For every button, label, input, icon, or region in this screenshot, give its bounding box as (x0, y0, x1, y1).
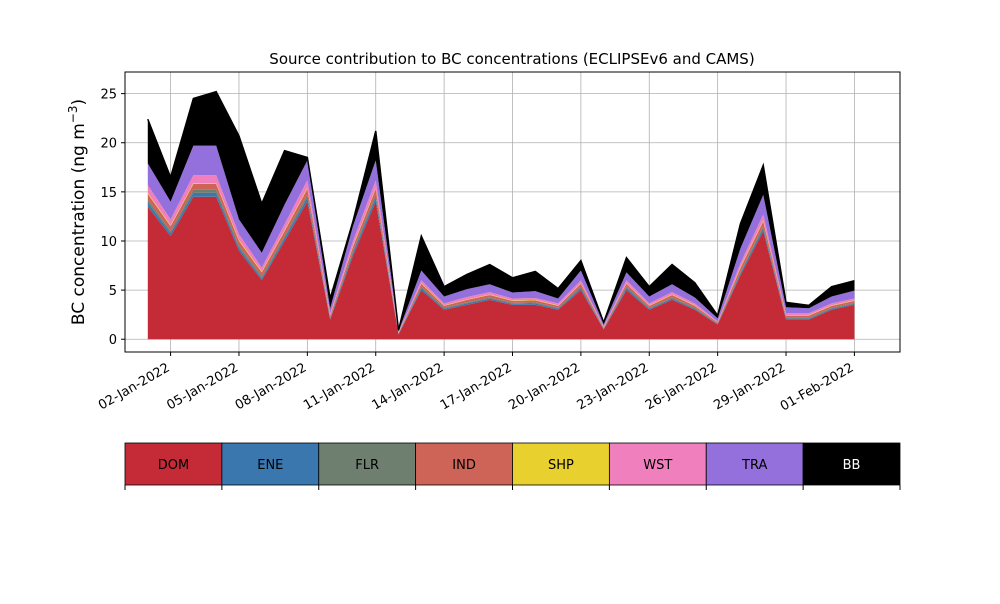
x-tick-label: 01-Feb-2022 (778, 360, 857, 414)
area-series-dom (147, 196, 855, 340)
y-tick-label: 25 (100, 88, 117, 103)
legend-label: BB (843, 458, 861, 473)
x-tick-label: 17-Jan-2022 (438, 360, 515, 413)
x-tick-label: 20-Jan-2022 (506, 360, 583, 413)
x-tick-label: 02-Jan-2022 (96, 360, 173, 413)
legend-label: TRA (741, 458, 767, 473)
legend-swatch-box (705, 442, 804, 486)
legend-item-shp: SHP (512, 442, 610, 486)
area-series-bb (147, 91, 855, 332)
legend-label: IND (452, 458, 476, 473)
legend-label: DOM (158, 458, 189, 473)
legend-label: FLR (355, 458, 379, 473)
legend-item-wst: WST (608, 442, 707, 486)
area-series-tra (147, 145, 855, 333)
y-tick-label: 15 (100, 186, 117, 201)
legend-swatch-box (512, 442, 610, 486)
x-tick-label: 14-Jan-2022 (370, 360, 447, 413)
x-tick-label: 08-Jan-2022 (233, 360, 310, 413)
legend-swatch-box (608, 442, 707, 486)
legend-item-bb: BB (802, 442, 901, 486)
legend-swatch-box (318, 442, 417, 486)
legend-swatch-box (221, 442, 320, 486)
legend-swatch-box (802, 442, 901, 486)
legend-item-flr: FLR (318, 442, 417, 486)
legend-item-dom: DOM (124, 442, 223, 486)
x-tick-label: 29-Jan-2022 (711, 360, 788, 413)
y-tick-label: 20 (100, 137, 117, 152)
x-tick-label: 11-Jan-2022 (301, 360, 378, 413)
legend-swatch-box (124, 442, 223, 486)
y-axis-label-main: BC concentration (ng m (69, 123, 89, 325)
legend-item-tra: TRA (705, 442, 804, 486)
legend-label: SHP (548, 458, 574, 473)
y-tick-label: 5 (109, 284, 117, 299)
total-outline (147, 90, 855, 331)
legend-label: WST (643, 458, 672, 473)
y-tick-label: 10 (100, 235, 117, 250)
y-axis-label-close: ) (69, 99, 89, 106)
x-tick-label: 23-Jan-2022 (575, 360, 652, 413)
y-axis-label-superscript: −3 (66, 105, 80, 123)
legend-item-ind: IND (415, 442, 513, 486)
legend-label: ENE (257, 458, 283, 473)
x-tick-label: 05-Jan-2022 (164, 360, 241, 413)
y-tick-label: 0 (109, 333, 117, 348)
legend-colorbar: DOM ENE FLR IND SHP WST TRA BB (124, 442, 901, 490)
chart-title: Source contribution to BC concentrations… (269, 50, 754, 68)
legend-item-ene: ENE (221, 442, 320, 486)
stacked-area-layer (147, 90, 855, 340)
y-axis-label: BC concentration (ng m−3) (66, 99, 89, 325)
x-tick-label: 26-Jan-2022 (643, 360, 720, 413)
